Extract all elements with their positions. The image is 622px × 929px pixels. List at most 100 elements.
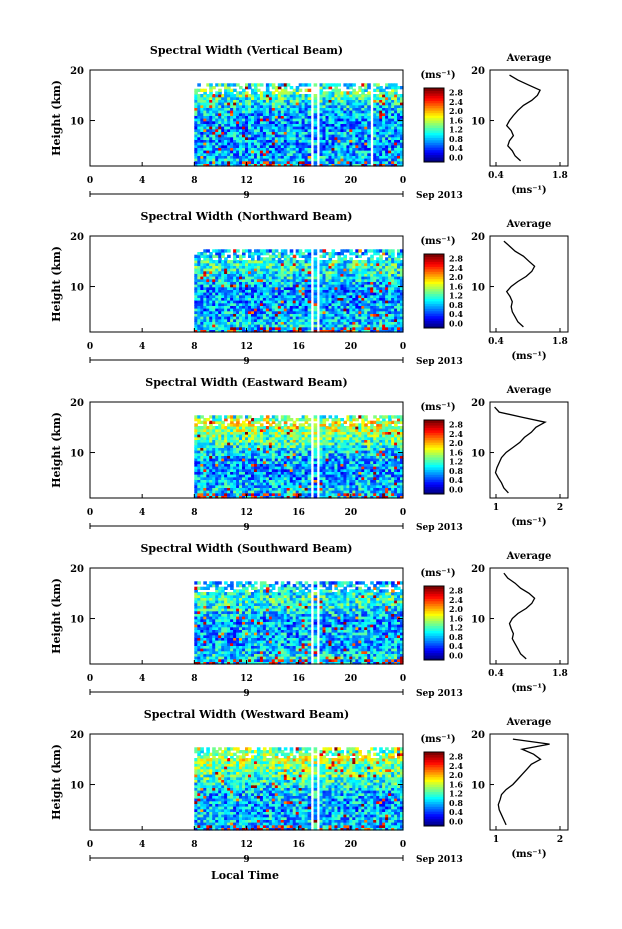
heatmap-cell — [319, 91, 324, 95]
heatmap-cell — [259, 136, 264, 140]
heatmap-cell — [274, 142, 279, 146]
colorbar-step — [424, 92, 444, 96]
heatmap-cell — [337, 91, 341, 95]
heatmap-cell — [271, 110, 276, 114]
heatmap-cell — [394, 120, 398, 124]
heatmap-cell — [304, 83, 309, 87]
heatmap-cell — [355, 150, 359, 154]
heatmap-cell — [215, 139, 219, 143]
heatmap-cell — [277, 128, 282, 132]
heatmap-cell — [227, 144, 231, 148]
heatmap-cell — [277, 139, 282, 143]
heatmap-cell — [391, 99, 395, 103]
heatmap-cell — [334, 96, 338, 100]
heatmap-cell — [322, 128, 327, 132]
heatmap-cell — [328, 115, 333, 119]
heatmap-cell — [340, 131, 344, 135]
heatmap-cell — [271, 86, 276, 90]
heatmap-cell — [307, 329, 312, 333]
heatmap-cell — [251, 94, 255, 98]
heatmap-cell — [197, 142, 201, 146]
heatmap-cell — [367, 118, 371, 122]
heatmap-cell — [367, 131, 371, 135]
heatmap-cell — [251, 131, 255, 135]
heatmap-cell — [274, 144, 279, 148]
heatmap-cell — [209, 94, 213, 98]
heatmap-cell — [280, 83, 285, 87]
heatmap-cell — [197, 94, 201, 98]
heatmap-cell — [292, 150, 297, 154]
heatmap-cell — [262, 155, 267, 159]
heatmap-cell — [242, 91, 246, 95]
heatmap-cell — [212, 329, 216, 333]
heatmap-cell — [349, 115, 353, 119]
heatmap-cell — [328, 83, 333, 87]
heatmap-cell — [307, 249, 312, 253]
heatmap-cell — [277, 104, 282, 108]
heatmap-cell — [230, 136, 234, 140]
heatmap-cell — [367, 86, 371, 90]
heatmap-cell — [256, 134, 261, 138]
heatmap-cell — [376, 134, 380, 138]
heatmap-cell — [400, 118, 404, 122]
heatmap-cell — [295, 134, 300, 138]
heatmap-cell — [331, 150, 336, 154]
heatmap-cell — [295, 136, 300, 140]
heatmap-cell — [346, 120, 350, 124]
heatmap-cell — [259, 329, 264, 333]
heatmap-cell — [230, 115, 234, 119]
heatmap-cell — [376, 107, 380, 111]
heatmap-cell — [295, 155, 300, 159]
heatmap-cell — [349, 107, 353, 111]
heatmap-cell — [271, 131, 276, 135]
heatmap-cell — [349, 139, 353, 143]
heatmap-cell — [328, 126, 333, 130]
heatmap-cell — [400, 104, 404, 108]
heatmap-cell — [227, 158, 231, 162]
heatmap-cell — [233, 94, 237, 98]
heatmap-cell — [242, 120, 246, 124]
heatmap-cell — [376, 96, 380, 100]
heatmap-cell — [346, 142, 350, 146]
heatmap-cell — [319, 128, 324, 132]
heatmap-cell — [245, 115, 249, 119]
heatmap-cell — [373, 160, 377, 164]
heatmap-cell — [230, 83, 234, 87]
heatmap-cell — [259, 110, 264, 114]
heatmap-cell — [224, 155, 228, 159]
heatmap-cell — [367, 120, 371, 124]
heatmap-cell — [370, 329, 374, 333]
heatmap-cell — [224, 123, 228, 127]
heatmap-cell — [227, 107, 231, 111]
heatmap-cell — [298, 144, 303, 148]
heatmap-cell — [221, 163, 225, 167]
heatmap-cell — [271, 329, 276, 333]
heatmap-cell — [256, 118, 261, 122]
heatmap-cell — [245, 147, 249, 151]
heatmap-cell — [328, 118, 333, 122]
heatmap-cell — [400, 110, 404, 114]
heatmap-cell — [322, 131, 327, 135]
heatmap-cell — [292, 123, 297, 127]
heatmap-cell — [265, 158, 270, 162]
heatmap-cell — [209, 83, 213, 87]
heatmap-cell — [268, 107, 273, 111]
heatmap-cell — [212, 134, 216, 138]
heatmap-cell — [301, 123, 306, 127]
heatmap-cell — [322, 152, 327, 156]
heatmap-cell — [200, 128, 204, 132]
heatmap-cell — [206, 144, 210, 148]
heatmap-cell — [400, 139, 404, 143]
colorbar-step — [424, 120, 444, 124]
heatmap-cell — [227, 249, 231, 253]
heatmap-cell — [286, 136, 291, 140]
heatmap-cell — [322, 163, 327, 167]
heatmap-cell — [340, 107, 344, 111]
heatmap-cell — [343, 83, 347, 87]
heatmap-cell — [230, 326, 234, 330]
heatmap-cell — [385, 136, 389, 140]
heatmap-cell — [292, 120, 297, 124]
heatmap-cell — [304, 152, 309, 156]
heatmap-cell — [328, 128, 333, 132]
heatmap-cell — [388, 118, 392, 122]
